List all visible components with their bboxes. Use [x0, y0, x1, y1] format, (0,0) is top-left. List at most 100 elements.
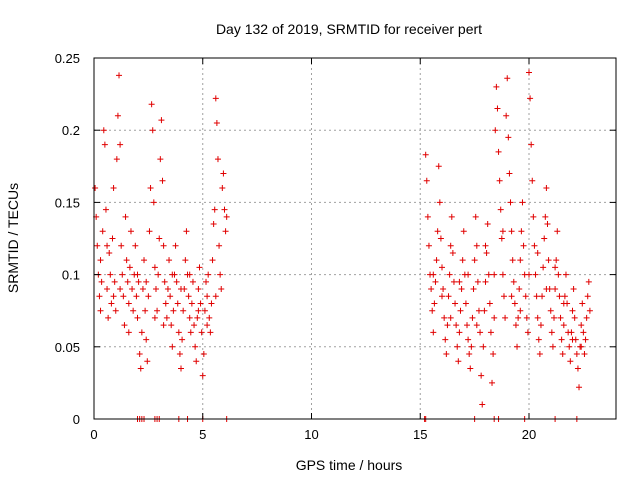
x-tick-label: 10 — [304, 427, 318, 442]
data-point — [489, 379, 496, 386]
data-point — [148, 101, 155, 108]
data-point — [102, 206, 109, 213]
data-point — [220, 170, 227, 177]
data-point — [499, 228, 506, 235]
data-point — [447, 314, 454, 321]
data-point — [473, 242, 480, 249]
data-point — [498, 235, 505, 242]
data-point — [189, 278, 196, 285]
plot-frame — [93, 57, 617, 420]
data-point — [179, 336, 186, 343]
data-point — [135, 278, 142, 285]
data-point — [465, 271, 472, 278]
data-point — [200, 351, 207, 358]
data-point — [188, 300, 195, 307]
data-point — [522, 293, 529, 300]
data-point — [539, 293, 546, 300]
data-point — [567, 358, 574, 365]
data-point — [549, 343, 556, 350]
data-point — [101, 141, 108, 148]
data-point — [526, 271, 532, 278]
data-point — [191, 322, 198, 329]
data-point — [168, 322, 175, 329]
data-point — [161, 278, 168, 285]
data-point — [492, 127, 499, 134]
data-point — [447, 242, 454, 249]
data-point — [201, 307, 208, 314]
data-point — [118, 242, 125, 249]
data-point — [556, 293, 563, 300]
data-point — [125, 329, 132, 336]
data-point — [210, 221, 217, 228]
data-point — [560, 300, 567, 307]
data-point — [444, 322, 451, 329]
data-point — [169, 343, 176, 350]
data-point — [475, 307, 482, 314]
data-point — [437, 235, 444, 242]
data-point — [156, 235, 163, 242]
data-point — [483, 249, 490, 256]
data-point — [519, 199, 526, 206]
axis-ticks — [93, 57, 616, 420]
data-point — [452, 300, 459, 307]
data-point — [472, 213, 479, 220]
data-point — [578, 322, 585, 329]
data-point — [221, 206, 228, 213]
data-point — [162, 300, 169, 307]
data-point — [174, 300, 181, 307]
data-point — [573, 351, 580, 358]
data-point — [197, 300, 204, 307]
data-point — [544, 221, 551, 228]
data-point — [204, 322, 211, 329]
data-point — [485, 271, 492, 278]
data-point — [456, 278, 463, 285]
data-point — [435, 163, 442, 170]
data-point — [138, 329, 145, 336]
data-point — [574, 365, 581, 372]
data-point — [504, 75, 511, 82]
data-point — [205, 271, 212, 278]
data-point — [516, 286, 523, 293]
data-point — [194, 314, 201, 321]
data-point — [494, 105, 501, 112]
data-point — [164, 286, 171, 293]
data-point — [428, 286, 435, 293]
data-point — [535, 336, 542, 343]
data-point — [496, 177, 503, 184]
data-point — [123, 257, 130, 264]
data-point — [453, 322, 460, 329]
data-point — [137, 365, 144, 372]
data-point — [178, 365, 184, 372]
x-tick-labels: 0 5 10 15 20 — [90, 427, 536, 442]
data-point — [147, 184, 154, 191]
data-point — [584, 293, 591, 300]
data-point — [440, 286, 447, 293]
x-tick-label: 15 — [413, 427, 427, 442]
data-point — [478, 372, 485, 379]
data-point — [568, 329, 575, 336]
data-point — [185, 293, 192, 300]
data-point — [518, 228, 525, 235]
data-point — [548, 329, 555, 336]
data-point — [110, 184, 117, 191]
data-point — [99, 228, 106, 235]
data-point — [552, 264, 559, 271]
data-point — [163, 314, 170, 321]
data-point — [580, 329, 587, 336]
data-point — [506, 170, 513, 177]
data-point — [157, 156, 164, 163]
chart-title: Day 132 of 2019, SRMTID for receiver per… — [216, 21, 482, 37]
data-point — [206, 314, 213, 321]
data-point — [105, 314, 112, 321]
data-point — [491, 271, 498, 278]
data-point — [127, 228, 134, 235]
data-point — [117, 141, 124, 148]
data-point — [126, 264, 133, 271]
data-point — [547, 307, 554, 314]
y-tick-label: 0.2 — [62, 123, 80, 138]
data-point — [214, 156, 221, 163]
data-point — [570, 286, 577, 293]
data-point — [434, 228, 441, 235]
data-point — [493, 83, 500, 90]
data-point — [479, 401, 486, 408]
